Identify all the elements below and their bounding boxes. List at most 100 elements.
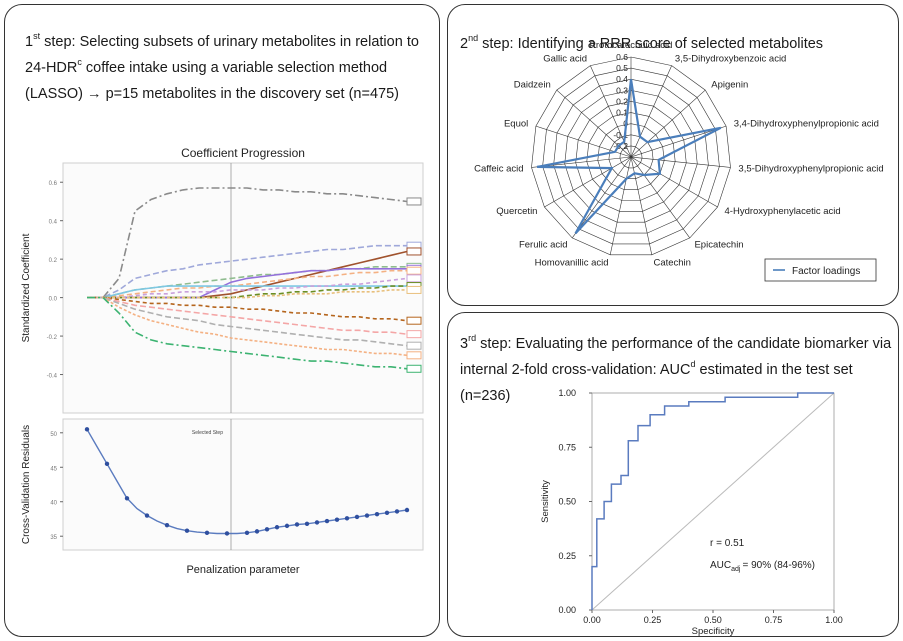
radar-grid-ring xyxy=(553,78,709,234)
residual-point xyxy=(364,513,370,518)
roc-ytick-label: 0.00 xyxy=(558,605,576,615)
radar-spoke xyxy=(571,156,632,239)
coef-ylabel: Standardized Coefficient xyxy=(21,233,32,342)
residual-xlabel: Penalization parameter xyxy=(186,564,299,576)
residual-point xyxy=(244,530,250,535)
coef-series-end-label xyxy=(406,341,422,350)
coef-series-line xyxy=(87,244,407,299)
step2-text: 2nd step: Identifying a RRR score of sel… xyxy=(460,33,824,52)
residual-point xyxy=(334,517,340,522)
coef-series-line xyxy=(87,296,408,335)
radar-tick-label: 0.4 xyxy=(616,74,628,84)
residual-point xyxy=(354,514,360,520)
radar-axis-label: Equol xyxy=(504,119,528,130)
residual-point xyxy=(264,527,270,532)
roc-auc-value: = 90% (84-96%) xyxy=(742,560,815,571)
coef-series-line xyxy=(87,277,408,299)
residual-point xyxy=(164,522,170,528)
coef-ytick-label: 0.4 xyxy=(49,220,58,226)
radar-tick-label: 0.6 xyxy=(616,52,628,62)
coef-ytick-label: 0.6 xyxy=(49,181,58,187)
coef-series-line xyxy=(87,289,407,299)
coef-series-end-label xyxy=(406,197,422,206)
radar-axis-label: Homovanillic acid xyxy=(535,258,609,269)
radar-tick-label: -0.1 xyxy=(613,130,628,140)
residual-point xyxy=(394,509,400,514)
coef-series-line xyxy=(87,269,407,299)
step3-line3: (n=236) xyxy=(460,388,511,404)
residual-ylabel: Cross-Validation Residuals xyxy=(21,425,32,544)
radar-axis-label: Epicatechin xyxy=(694,239,743,250)
residual-point xyxy=(104,461,110,467)
radar-axis-label: Caffeic acid xyxy=(474,163,523,174)
radar-grid-ring xyxy=(608,134,654,179)
residual-point xyxy=(124,496,130,501)
coef-series-end-label xyxy=(406,364,422,373)
radar-spoke xyxy=(609,156,632,255)
coef-series-end-label xyxy=(406,247,422,256)
residual-point xyxy=(324,518,330,524)
coef-ytick-label: 0.2 xyxy=(49,258,58,264)
radar-spoke xyxy=(630,89,706,158)
residual-plot-area xyxy=(62,418,424,551)
radar-spoke xyxy=(630,156,731,168)
coef-series-line xyxy=(87,187,408,299)
radar-spoke xyxy=(544,156,632,208)
step1-panel: 1st step: Selecting subsets of urinary m… xyxy=(4,4,440,637)
coef-series-line xyxy=(87,296,408,322)
radar-axis-label: Daidzein xyxy=(514,80,551,91)
radar-axis-label: Ferulic acid xyxy=(519,239,568,250)
radar-axis-label: Apigenin xyxy=(711,80,748,91)
radar-tick-label: 0.5 xyxy=(616,63,628,73)
residual-point xyxy=(314,520,320,525)
roc-xtick-label: 1.00 xyxy=(825,615,843,625)
radar-legend-label: Factor loadings xyxy=(792,266,860,277)
roc-auc-subscript: adj xyxy=(731,566,741,573)
radar-tick-label: 0.1 xyxy=(616,108,628,118)
roc-ytick-label: 0.25 xyxy=(558,551,576,561)
coef-series-end-label xyxy=(406,316,422,325)
coef-series-line xyxy=(87,296,408,347)
step3-line2: internal 2-fold cross-validation: AUCd e… xyxy=(460,359,853,378)
residual-point xyxy=(374,511,380,517)
step3-panel: 3rd step: Evaluating the performance of … xyxy=(447,312,899,637)
radar-chart: Protocatechuic acid3,5-Dihydroxybenzoic … xyxy=(474,40,884,282)
residual-point xyxy=(204,530,210,535)
residual-point xyxy=(304,521,310,526)
coef-title: Coefficient Progression xyxy=(181,146,305,160)
roc-xtick-label: 0.50 xyxy=(704,615,722,625)
roc-xtick-label: 0.75 xyxy=(765,615,783,625)
coef-series-end-label xyxy=(406,274,422,283)
residual-point xyxy=(384,510,390,515)
radar-spoke xyxy=(630,65,672,158)
radar-grid-ring xyxy=(619,145,643,169)
step2-panel: 2nd step: Identifying a RRR score of sel… xyxy=(447,4,899,306)
residual-ytick-label: 45 xyxy=(50,466,57,472)
coefficient-progression-chart: Coefficient Progression -0.4 -0.2 0.0 0.2 0.4… xyxy=(21,146,424,576)
radar-grid-ring xyxy=(542,67,720,245)
radar-tick-label: 0.3 xyxy=(616,85,628,95)
residual-point xyxy=(284,523,290,529)
roc-auc-label: AUC xyxy=(710,560,731,571)
radar-grid-ring xyxy=(531,56,731,256)
coef-series-end-label xyxy=(406,330,422,339)
roc-xtick-label: 0.00 xyxy=(583,615,601,625)
residual-point xyxy=(184,528,190,533)
coef-series-end-label xyxy=(406,285,422,294)
radar-axis-label: Quercetin xyxy=(496,206,537,217)
coef-series-end-label xyxy=(406,266,422,275)
residual-point xyxy=(294,522,300,527)
roc-curve xyxy=(591,392,834,610)
radar-spoke xyxy=(630,156,718,208)
radar-grid-ring xyxy=(586,112,676,201)
radar-spoke xyxy=(630,125,727,158)
coef-series-line xyxy=(87,296,408,370)
residual-point xyxy=(144,513,150,518)
step1-line2: 24-HDRc coffee intake using a variable s… xyxy=(25,57,388,76)
radar-grid-ring xyxy=(575,101,687,212)
radar-spoke xyxy=(630,156,691,239)
radar-axis-label: 3,5-Dihydroxyphenylpropionic acid xyxy=(738,163,883,174)
radar-axis-label: Protocatechuic acid xyxy=(590,40,673,51)
coef-series-end-label xyxy=(406,351,422,360)
coef-series-line xyxy=(87,268,407,299)
